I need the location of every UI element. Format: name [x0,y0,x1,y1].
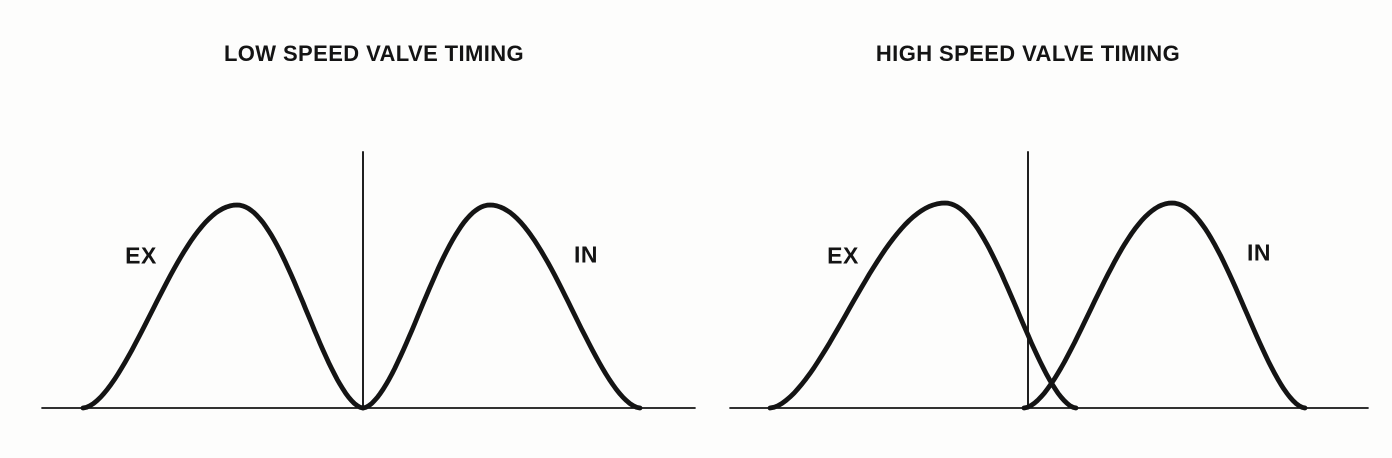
high-speed-exhaust-label: EX [827,242,859,269]
low-speed-intake-label: IN [574,241,598,268]
low-speed-in-curve [360,202,643,411]
high-speed-in-curve [1021,200,1308,411]
low-speed-ex-curve [80,202,366,411]
high-speed-intake-label: IN [1247,239,1271,266]
low-speed-exhaust-label: EX [125,242,157,269]
low-speed-title: LOW SPEED VALVE TIMING [223,41,525,66]
high-speed-title: HIGH SPEED VALVE TIMING [875,41,1181,66]
high-speed-ex-curve [767,200,1079,411]
